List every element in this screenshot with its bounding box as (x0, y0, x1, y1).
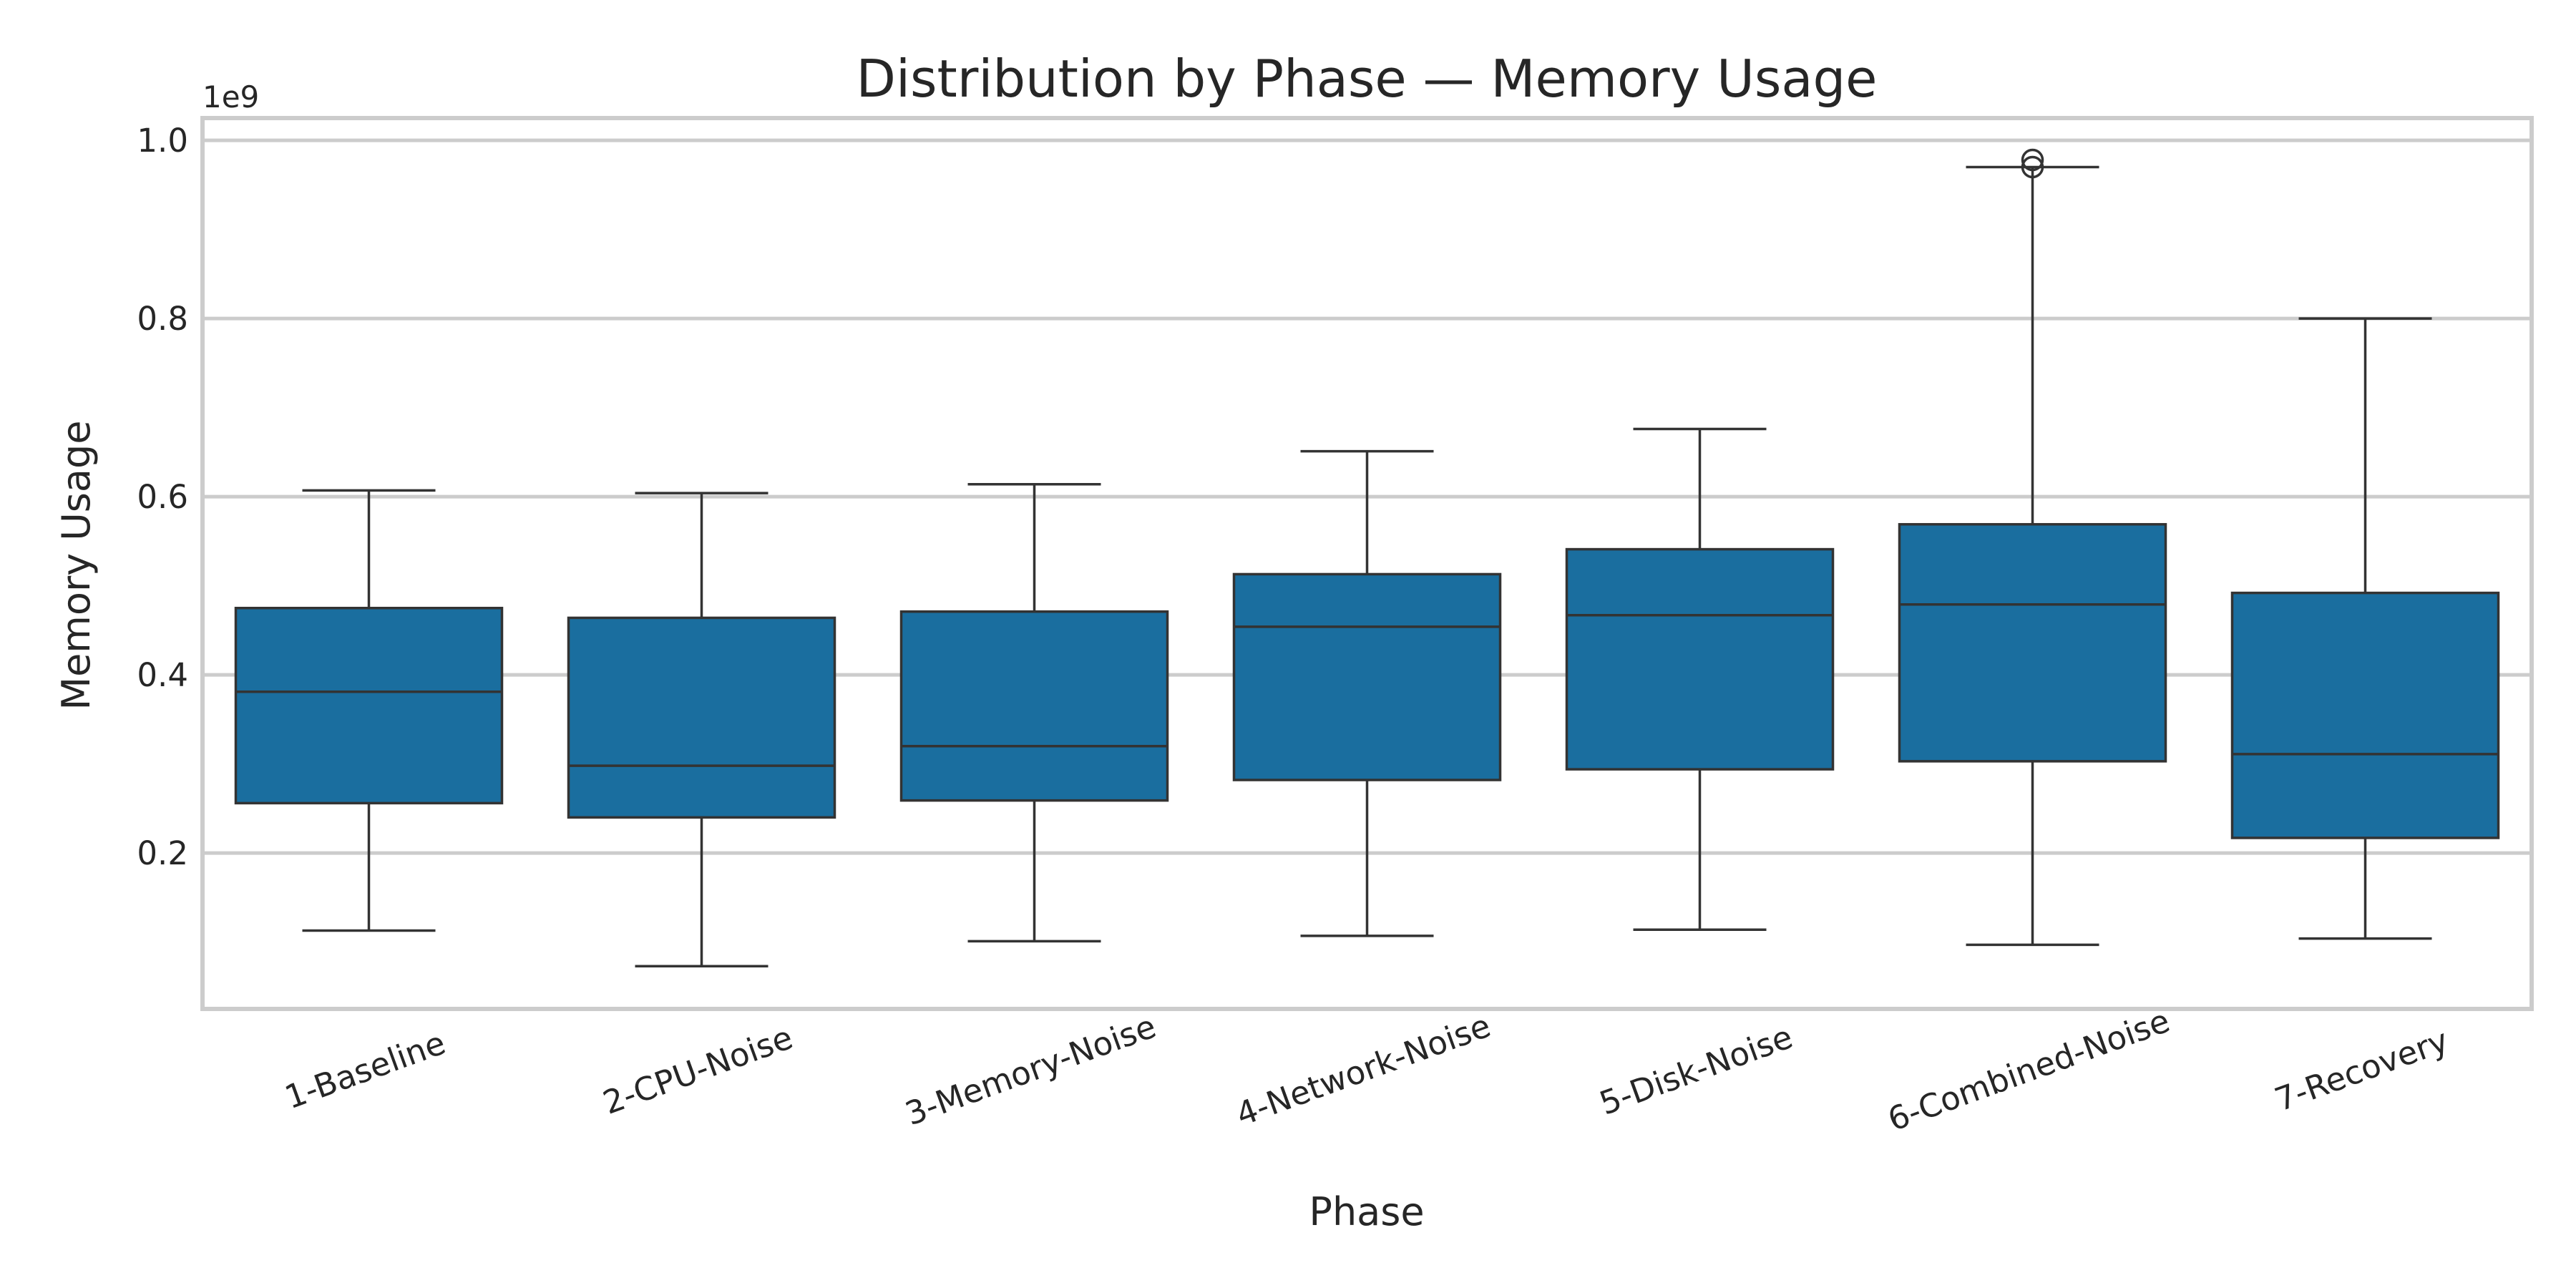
iqr-box (1232, 572, 1502, 781)
x-tick-label: 4-Network-Noise (1231, 1007, 1495, 1134)
outlier-point (2021, 148, 2044, 172)
box-7 (2230, 317, 2500, 940)
iqr-box (899, 610, 1169, 802)
y-offset-label: 1e9 (203, 79, 259, 114)
x-tick-label: 2-CPU-Noise (598, 1018, 798, 1122)
boxes (234, 148, 2500, 967)
x-axis-label: Phase (1309, 1189, 1424, 1234)
box-1 (234, 489, 504, 932)
iqr-box (2230, 591, 2500, 839)
x-tick-label: 7-Recovery (2270, 1021, 2453, 1119)
y-tick-label: 0.8 (137, 300, 188, 338)
outlier-point (2021, 155, 2044, 179)
iqr-box (234, 607, 504, 805)
box-6 (1898, 148, 2167, 947)
box-5 (1565, 427, 1835, 931)
x-tick-label: 6-Combined-Noise (1883, 1002, 2175, 1139)
box-2 (567, 492, 836, 967)
x-tick-label: 3-Memory-Noise (900, 1008, 1161, 1133)
x-tick-label: 1-Baseline (280, 1024, 450, 1117)
iqr-box (567, 616, 836, 819)
y-tick-label: 1.0 (137, 122, 188, 160)
chart-title: Distribution by Phase — Memory Usage (857, 49, 1878, 109)
y-tick-label: 0.4 (137, 656, 188, 694)
y-axis-label: Memory Usage (54, 420, 99, 710)
iqr-box (1898, 522, 2167, 763)
x-tick-label: 5-Disk-Noise (1594, 1018, 1797, 1122)
iqr-box (1565, 547, 1835, 771)
box-3 (899, 482, 1169, 943)
y-tick-label: 0.6 (137, 478, 188, 516)
y-tick-labels: 0.2 0.4 0.6 0.8 1.0 (137, 122, 188, 872)
plot-frame (200, 116, 2534, 1011)
y-tick-label: 0.2 (137, 834, 188, 872)
x-tick-labels: 1-Baseline 2-CPU-Noise 3-Memory-Noise 4-Net… (280, 1002, 2453, 1139)
box-4 (1232, 449, 1502, 937)
